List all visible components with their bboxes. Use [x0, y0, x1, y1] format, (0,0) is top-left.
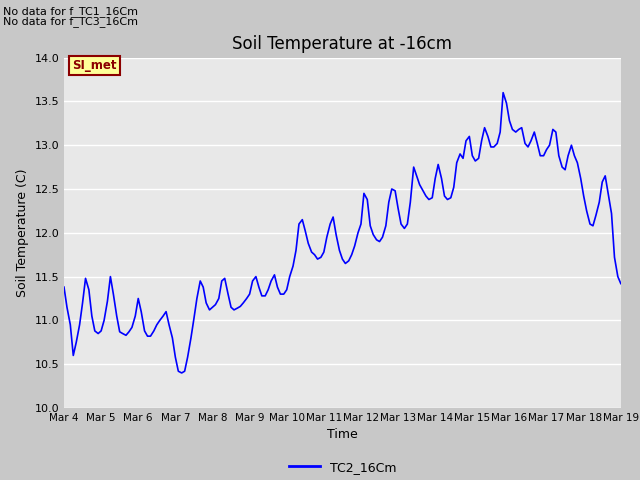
Title: Soil Temperature at -16cm: Soil Temperature at -16cm	[232, 35, 452, 53]
Text: SI_met: SI_met	[72, 59, 116, 72]
Text: No data for f_TC3_16Cm: No data for f_TC3_16Cm	[3, 16, 138, 27]
Y-axis label: Soil Temperature (C): Soil Temperature (C)	[16, 168, 29, 297]
Text: No data for f_TC1_16Cm: No data for f_TC1_16Cm	[3, 6, 138, 17]
X-axis label: Time: Time	[327, 429, 358, 442]
Legend: TC2_16Cm: TC2_16Cm	[284, 456, 401, 479]
